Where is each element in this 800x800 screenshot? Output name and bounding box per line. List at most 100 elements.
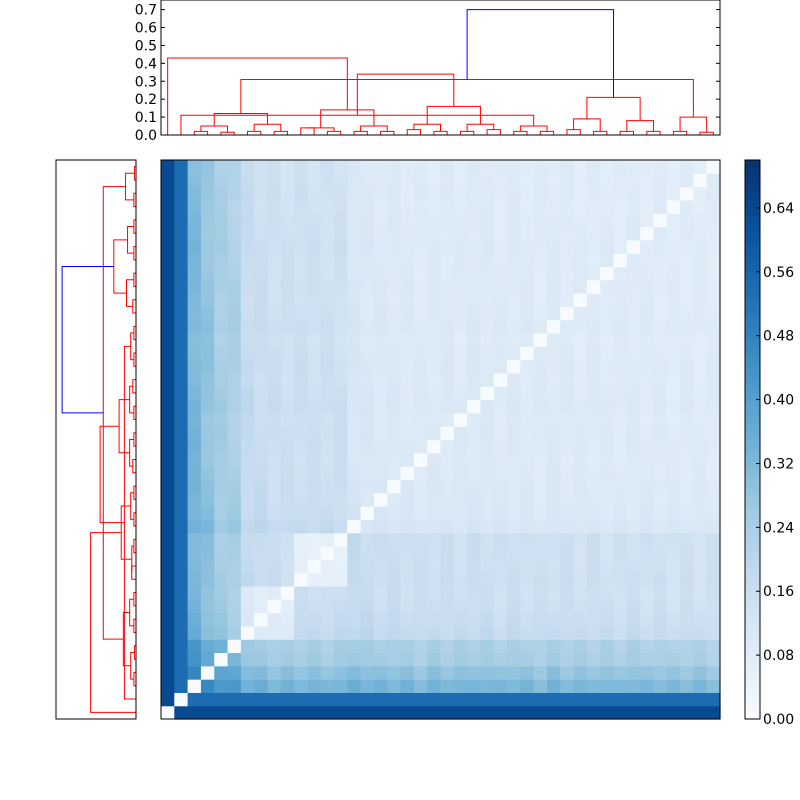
heatmap-cell — [187, 466, 202, 481]
heatmap-cell — [214, 559, 229, 574]
heatmap-cell — [600, 545, 615, 560]
heatmap-cell — [413, 585, 428, 600]
heatmap-cell — [467, 279, 482, 294]
dendrogram-link — [353, 130, 368, 135]
heatmap-cell — [573, 599, 588, 614]
colorbar-segment — [745, 327, 760, 334]
heatmap-cell — [320, 306, 335, 321]
heatmap-cell — [560, 599, 575, 614]
heatmap-cell — [560, 239, 575, 254]
heatmap-cell — [640, 306, 655, 321]
heatmap-cell — [640, 599, 655, 614]
colorbar-segment — [745, 601, 760, 608]
heatmap-cell — [334, 173, 348, 188]
heatmap-cell — [693, 612, 708, 627]
heatmap-cell — [573, 333, 588, 347]
heatmap-cell — [480, 439, 495, 454]
heatmap-cell — [174, 412, 189, 427]
heatmap-cell — [440, 319, 455, 334]
heatmap-cell — [653, 452, 668, 467]
heatmap-cell — [520, 226, 535, 241]
heatmap-cell — [573, 439, 588, 454]
colorbar-tick-label: 0.32 — [763, 456, 794, 472]
heatmap-cell — [347, 585, 362, 600]
heatmap-cell — [453, 319, 468, 334]
heatmap-cell — [254, 412, 269, 427]
heatmap-cell — [214, 266, 229, 281]
heatmap-cell — [653, 266, 668, 281]
heatmap-cell — [467, 452, 482, 467]
heatmap-cell — [573, 266, 588, 281]
heatmap-cell — [573, 466, 588, 481]
heatmap-cell — [334, 585, 348, 600]
heatmap-cell — [174, 426, 189, 441]
heatmap-cell — [533, 452, 548, 467]
heatmap-cell — [294, 652, 309, 667]
heatmap-cell — [360, 466, 375, 481]
heatmap-cell — [254, 679, 269, 693]
heatmap-cell — [693, 199, 708, 214]
heatmap-cell — [613, 585, 628, 600]
heatmap-cell — [520, 452, 535, 467]
heatmap-cell — [240, 426, 255, 441]
heatmap-cell — [413, 333, 428, 347]
heatmap-cell — [387, 399, 402, 414]
heatmap-cell — [573, 559, 588, 574]
heatmap-cell — [187, 585, 202, 600]
heatmap-cell — [573, 692, 588, 707]
heatmap-cell — [280, 665, 295, 680]
left-dendrogram-frame — [55, 159, 137, 720]
dendrogram-link — [273, 130, 288, 135]
heatmap-cell — [706, 239, 721, 254]
heatmap-cell — [373, 412, 388, 427]
heatmap-cell — [666, 160, 681, 174]
colorbar-segment — [745, 674, 760, 681]
heatmap-cell — [560, 160, 575, 174]
heatmap-cell — [586, 452, 601, 467]
heatmap-cell — [480, 639, 495, 654]
heatmap-cell — [413, 239, 428, 254]
heatmap-cell — [174, 639, 189, 654]
heatmap-cell — [640, 226, 655, 241]
heatmap-cell — [307, 306, 322, 321]
heatmap-cell — [573, 199, 588, 214]
heatmap-cell — [413, 692, 428, 707]
heatmap-cell — [360, 652, 375, 667]
heatmap-cell — [626, 293, 641, 308]
colorbar-segment — [745, 405, 760, 413]
heatmap-cell — [280, 319, 295, 334]
heatmap-cell — [267, 519, 282, 534]
heatmap-cell — [467, 160, 482, 174]
heatmap-cell — [200, 506, 215, 520]
heatmap-cell — [533, 506, 548, 520]
heatmap-cell — [600, 466, 615, 481]
heatmap-cell — [280, 452, 295, 467]
heatmap-cell — [600, 612, 615, 627]
heatmap-cell — [320, 705, 335, 720]
heatmap-cell — [520, 665, 535, 680]
heatmap-cell — [161, 412, 175, 427]
heatmap-cell — [626, 625, 641, 640]
heatmap-cell — [267, 506, 282, 520]
heatmap-cell — [427, 253, 442, 268]
heatmap-cell — [706, 199, 721, 214]
heatmap-cell — [507, 532, 521, 547]
heatmap-cell — [387, 306, 402, 321]
heatmap-cell — [334, 599, 348, 614]
heatmap-cell — [373, 253, 388, 268]
heatmap-cell — [640, 426, 655, 441]
heatmap-cell — [161, 253, 175, 268]
heatmap-cell — [347, 173, 362, 188]
heatmap-cell — [400, 585, 415, 600]
heatmap-cell — [387, 665, 402, 680]
heatmap-cell — [507, 492, 521, 507]
heatmap-cell — [546, 213, 561, 228]
heatmap-cell — [334, 625, 348, 640]
heatmap-cell — [294, 585, 309, 600]
colorbar-segment — [745, 696, 760, 703]
heatmap-cell — [693, 665, 708, 680]
heatmap-cell — [254, 253, 269, 268]
heatmap-cell — [626, 319, 641, 334]
heatmap-cell — [546, 266, 561, 281]
heatmap-cell — [613, 253, 628, 268]
